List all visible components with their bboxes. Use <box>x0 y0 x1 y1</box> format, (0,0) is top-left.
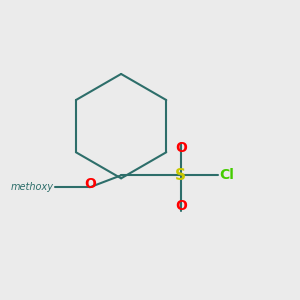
Text: methoxy: methoxy <box>11 182 54 192</box>
Text: Cl: Cl <box>220 168 234 182</box>
Text: S: S <box>175 168 186 183</box>
Text: O: O <box>84 177 96 191</box>
Text: O: O <box>175 141 187 155</box>
Text: O: O <box>175 199 187 213</box>
